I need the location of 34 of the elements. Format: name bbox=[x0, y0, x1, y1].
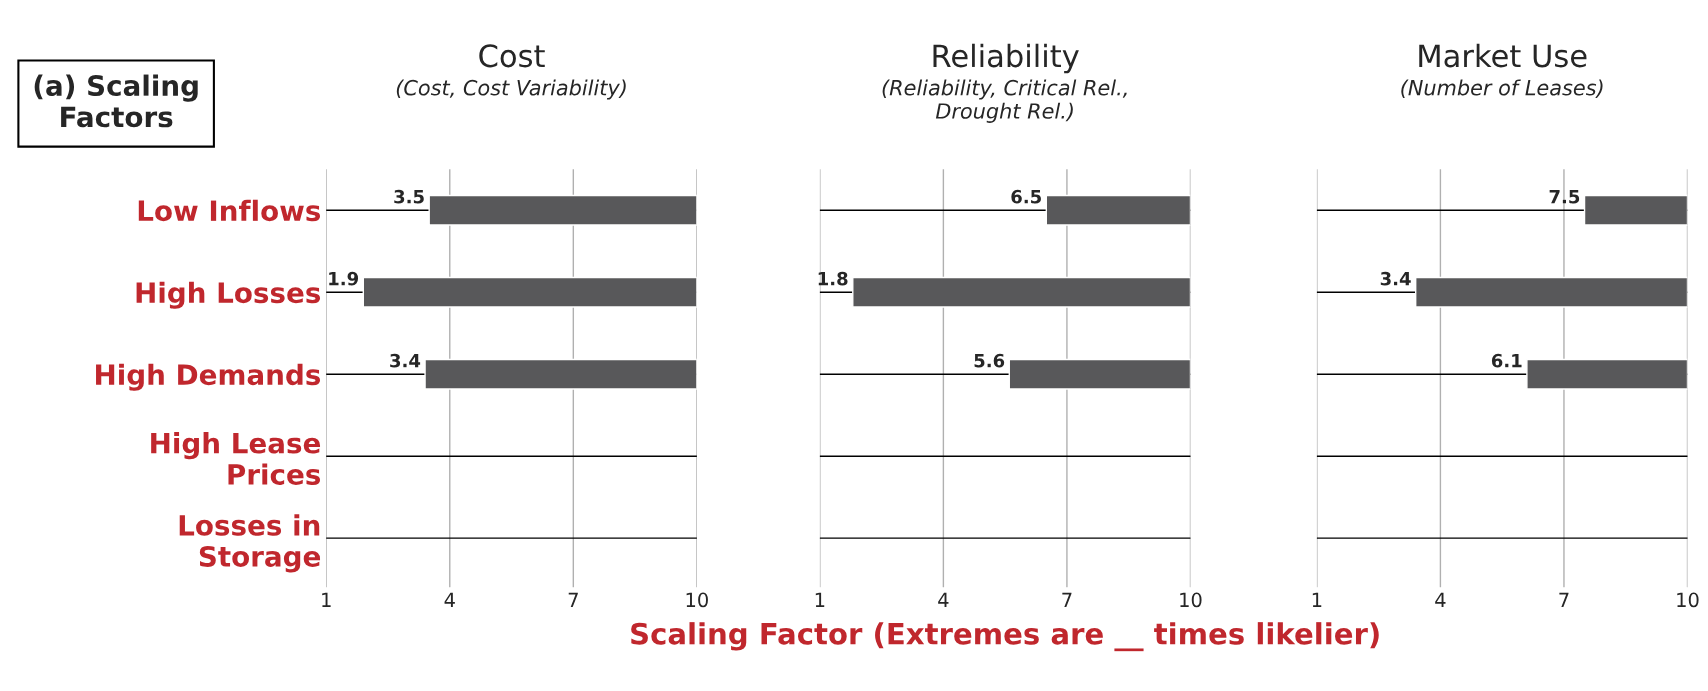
y-tick-label: High Losses bbox=[136, 281, 321, 309]
x-tick-label: 1 bbox=[815, 592, 825, 607]
annotation: 3.5 bbox=[394, 189, 424, 204]
x-tick-label: 10 bbox=[1677, 592, 1699, 608]
x-axis-title: Scaling Factor (Extremes are __ times likelier) bbox=[631, 622, 1379, 652]
x-tick-label: 1 bbox=[1312, 592, 1322, 607]
chart-subtitle: (Reliability, Critical Rel., Drought Rel.) bbox=[882, 79, 1127, 123]
annotation: 5.6 bbox=[974, 353, 1005, 368]
annotation: 6.5 bbox=[1011, 189, 1041, 204]
annotation: 1.9 bbox=[329, 271, 359, 286]
x-tick-label: 1 bbox=[322, 592, 331, 607]
annotation: 3.4 bbox=[1380, 271, 1411, 286]
y-tick-label: Low Inflows bbox=[138, 199, 321, 222]
annotation: 3.4 bbox=[390, 353, 421, 368]
x-tick-label: 7 bbox=[568, 592, 578, 607]
chart-subtitle: (Cost, Cost Variability) bbox=[396, 79, 626, 100]
annotation: 1.8 bbox=[818, 271, 848, 286]
x-tick-label: 4 bbox=[938, 592, 949, 607]
chart-title: Cost bbox=[479, 44, 545, 68]
x-tick-label: 10 bbox=[1180, 592, 1202, 608]
annotation: 6.1 bbox=[1491, 353, 1522, 368]
y-tick-label: High Lease Prices bbox=[151, 432, 321, 485]
x-tick-label: 10 bbox=[686, 592, 708, 608]
x-tick-label: 4 bbox=[1435, 592, 1446, 607]
x-tick-label: 7 bbox=[1062, 592, 1072, 607]
x-tick-label: 4 bbox=[444, 592, 455, 607]
annotation: 7.5 bbox=[1549, 190, 1580, 204]
chart-title: Reliability bbox=[933, 43, 1079, 74]
chart-subtitle: (Number of Leases) bbox=[1401, 79, 1603, 98]
text: (a) Scaling Factors bbox=[34, 74, 198, 128]
y-tick-label: High Demands bbox=[96, 363, 321, 391]
x-tick-label: 7 bbox=[1559, 592, 1569, 607]
chart-title: Market Use bbox=[1419, 43, 1587, 68]
y-tick-label: Losses in Storage bbox=[179, 514, 321, 573]
